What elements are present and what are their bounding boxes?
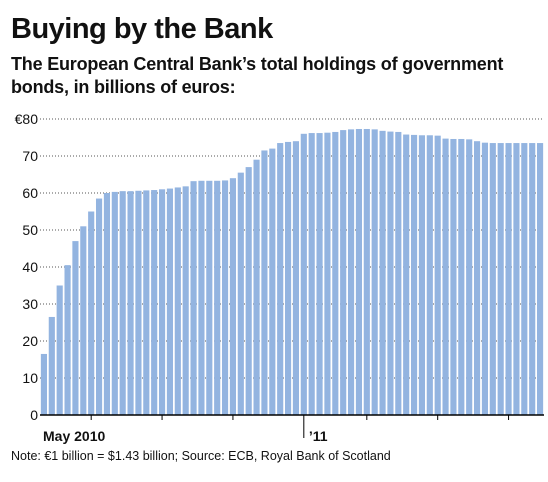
bar (513, 143, 520, 416)
y-tick-label: 10 (22, 370, 38, 386)
bar (206, 180, 213, 415)
bar (103, 193, 111, 415)
bar (340, 130, 347, 415)
y-tick-label: 40 (22, 259, 38, 275)
y-tick-label: 70 (22, 148, 38, 164)
bar (521, 143, 528, 416)
bar (269, 148, 276, 415)
bar (245, 167, 252, 415)
bar (450, 138, 457, 416)
y-tick-label: 30 (22, 296, 38, 312)
bar (403, 134, 410, 415)
bar (395, 131, 402, 415)
bar (473, 141, 481, 415)
bar (529, 143, 536, 416)
bar (489, 143, 496, 416)
bar (72, 241, 79, 415)
bar (418, 135, 426, 415)
bar (48, 316, 55, 415)
bar (379, 130, 386, 415)
bar-chart: 0 10 20 30 40 50 60 70 €80 May 2010 ’11 (15, 111, 544, 444)
x-tick-label: ’11 (309, 428, 328, 444)
y-tick-label: €80 (15, 111, 39, 127)
y-axis-labels: 0 10 20 30 40 50 60 70 €80 (15, 111, 39, 423)
bar (347, 129, 355, 416)
y-tick-label: 0 (30, 407, 38, 423)
bar (237, 172, 244, 415)
bar (363, 128, 370, 416)
bar (308, 133, 315, 415)
bar (182, 186, 189, 415)
source-note: Note: €1 billion = $1.43 billion; Source… (11, 449, 391, 463)
bar (135, 190, 142, 415)
bar (174, 187, 181, 415)
bar (434, 135, 441, 415)
bar (143, 190, 150, 415)
bar (64, 265, 71, 415)
bar (505, 143, 512, 416)
bar (56, 285, 63, 415)
bar (481, 142, 489, 415)
y-tick-label: 60 (22, 185, 38, 201)
bar (371, 129, 378, 416)
bar (40, 353, 48, 415)
bar (284, 141, 292, 415)
bar (111, 191, 118, 415)
bar (119, 191, 126, 415)
bar (80, 226, 87, 415)
x-tick-label: May 2010 (43, 428, 105, 444)
bar (198, 180, 205, 415)
bar (442, 138, 449, 416)
bar (166, 188, 174, 415)
bar (190, 181, 197, 415)
bar (95, 198, 103, 415)
bar (253, 159, 260, 415)
bar (158, 189, 166, 415)
bar (277, 143, 284, 416)
bar (151, 190, 158, 415)
bar (88, 211, 95, 415)
bar (292, 141, 300, 415)
chart-subtitle: The European Central Bank’s total holdin… (11, 54, 504, 97)
chart-title: Buying by the Bank (11, 13, 273, 45)
bar (221, 180, 229, 415)
bar (387, 131, 394, 415)
bar (497, 143, 504, 416)
bar (466, 139, 473, 415)
bar (127, 191, 134, 415)
bar (410, 134, 418, 415)
x-axis: May 2010 ’11 (40, 414, 544, 444)
bar (426, 135, 433, 415)
bar (300, 133, 307, 416)
y-tick-label: 50 (22, 222, 38, 238)
bar (355, 128, 363, 416)
bar (324, 132, 331, 415)
bar (536, 143, 544, 416)
bar (458, 138, 465, 416)
y-tick-label: 20 (22, 333, 38, 349)
bar (261, 150, 268, 415)
bar (214, 180, 221, 415)
bar (316, 133, 323, 415)
bars (40, 128, 544, 416)
bar (229, 178, 237, 415)
bar (332, 131, 339, 415)
